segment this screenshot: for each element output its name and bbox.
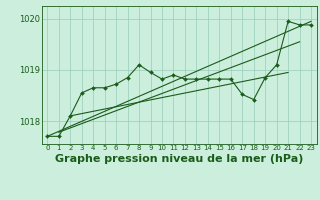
- X-axis label: Graphe pression niveau de la mer (hPa): Graphe pression niveau de la mer (hPa): [55, 154, 303, 164]
